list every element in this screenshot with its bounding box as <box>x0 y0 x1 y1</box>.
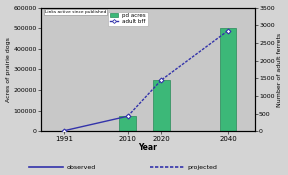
Y-axis label: Number of adult ferrets: Number of adult ferrets <box>277 32 283 107</box>
Y-axis label: Acres of prairie dogs: Acres of prairie dogs <box>5 37 11 102</box>
Text: projected: projected <box>187 165 217 170</box>
Text: observed: observed <box>66 165 96 170</box>
Bar <box>120 116 136 131</box>
Legend: pd acres, adult bff: pd acres, adult bff <box>108 12 147 26</box>
Text: Links active since published: Links active since published <box>45 10 107 14</box>
X-axis label: Year: Year <box>139 143 157 152</box>
Bar <box>220 28 236 131</box>
Bar <box>153 80 170 131</box>
